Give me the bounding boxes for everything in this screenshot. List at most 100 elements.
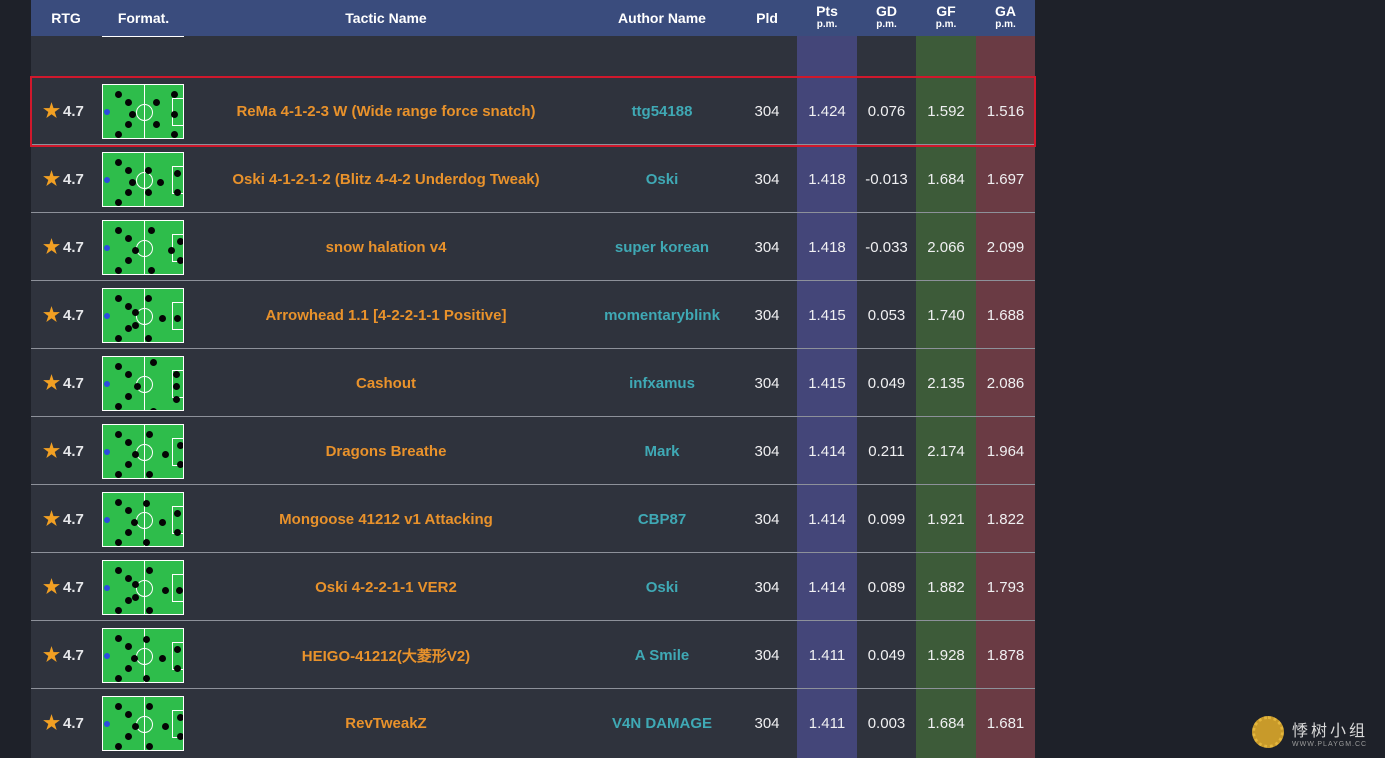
- player-dot: [124, 167, 132, 175]
- header-pts[interactable]: Pts p.m.: [797, 0, 857, 36]
- watermark-title: 悸树小组: [1292, 722, 1369, 740]
- pts-value: 1.418: [808, 238, 846, 256]
- table-row[interactable]: ★ 4.7 Dragons Breathe Mark 304 1.414 0.211 2.17…: [31, 416, 1035, 484]
- rating-cell: ★ 4.7: [43, 689, 91, 757]
- header-author-name[interactable]: Author Name: [618, 10, 706, 26]
- author-name-link[interactable]: A Smile: [634, 646, 690, 664]
- formation-diagram[interactable]: [102, 492, 184, 547]
- player-dot: [115, 335, 123, 342]
- player-dot: [132, 308, 140, 316]
- player-dot: [115, 199, 123, 206]
- header-ga[interactable]: GA p.m.: [976, 0, 1035, 36]
- goalkeeper-dot: [104, 449, 110, 455]
- author-name-link[interactable]: momentaryblink: [604, 306, 720, 324]
- header-format[interactable]: Format.: [117, 10, 170, 26]
- player-dot: [146, 430, 154, 438]
- gd-value: 0.049: [867, 374, 906, 392]
- formation-diagram[interactable]: [102, 220, 184, 275]
- table-row[interactable]: ★ 4.7 snow halation v4 super korean 304 1.418…: [31, 212, 1035, 280]
- player-dot: [115, 294, 123, 302]
- ga-value: 1.697: [986, 170, 1025, 188]
- tactic-name-link[interactable]: Oski 4-1-2-1-2 (Blitz 4-4-2 Underdog Twe…: [232, 170, 540, 188]
- player-dot: [171, 131, 179, 138]
- author-name-link[interactable]: Mark: [644, 442, 680, 460]
- table-row[interactable]: ★ 4.7 HEIGO-41212(大菱形V2) A Smile 304 1.411 0.0…: [31, 620, 1035, 688]
- pts-value: 1.418: [808, 170, 846, 188]
- player-dot: [130, 519, 138, 527]
- tactic-name-link[interactable]: snow halation v4: [325, 238, 447, 256]
- author-name-link[interactable]: CBP87: [637, 510, 687, 528]
- tactic-name-link[interactable]: HEIGO-41212(大菱形V2): [301, 647, 471, 665]
- player-dot: [115, 498, 123, 506]
- player-dot: [124, 325, 132, 333]
- author-name-link[interactable]: Oski: [645, 578, 679, 596]
- author-name-link[interactable]: infxamus: [629, 374, 695, 392]
- table-row[interactable]: ★ 4.7 Cashout infxamus 304 1.415 0.049 2.135 2.0…: [31, 348, 1035, 416]
- pts-value: 1.424: [808, 102, 846, 120]
- formation-diagram[interactable]: [102, 356, 184, 411]
- tactic-name-link[interactable]: Oski 4-2-2-1-1 VER2: [315, 578, 457, 596]
- author-name-link[interactable]: Oski: [645, 170, 679, 188]
- pts-value: 1.414: [808, 442, 846, 460]
- formation-diagram[interactable]: [102, 288, 184, 343]
- pld-value: 304: [754, 578, 780, 596]
- player-dot: [158, 655, 166, 663]
- header-pld[interactable]: Pld: [756, 10, 778, 26]
- tactic-name-link[interactable]: Dragons Breathe: [325, 442, 447, 460]
- tactic-name-link[interactable]: Arrowhead 1.1 [4-2-2-1-1 Positive]: [265, 306, 507, 324]
- player-dot: [115, 267, 123, 274]
- player-dot: [115, 430, 123, 438]
- table-row[interactable]: ★ 4.7 Mongoose 41212 v1 Attacking CBP87 304 1…: [31, 484, 1035, 552]
- rating-value: 4.7: [63, 442, 84, 460]
- player-dot: [115, 403, 123, 410]
- table-row[interactable]: ★ 4.7 Arrowhead 1.1 [4-2-2-1-1 Positive] mo…: [31, 280, 1035, 348]
- player-dot: [124, 189, 132, 197]
- formation-diagram[interactable]: [102, 560, 184, 615]
- rating-value: 4.7: [63, 714, 84, 732]
- header-gd[interactable]: GD p.m.: [857, 0, 916, 36]
- formation-diagram[interactable]: [102, 628, 184, 683]
- tactic-name-link[interactable]: ReMa 4-1-2-3 W (Wide range force snatch): [236, 102, 536, 120]
- ga-value: 2.086: [986, 374, 1025, 392]
- gf-value: 1.592: [927, 102, 965, 120]
- player-dot: [177, 441, 183, 449]
- goalkeeper-dot: [104, 177, 110, 183]
- player-dot: [172, 383, 180, 391]
- player-dot: [132, 580, 140, 588]
- formation-diagram[interactable]: [102, 84, 184, 139]
- formation-diagram[interactable]: [102, 696, 184, 751]
- player-dot: [115, 743, 123, 750]
- rating-value: 4.7: [63, 578, 84, 596]
- sun-logo-icon: [1252, 716, 1284, 748]
- author-name-link[interactable]: V4N DAMAGE: [611, 714, 712, 732]
- gf-value: 2.135: [927, 374, 965, 392]
- formation-diagram[interactable]: [102, 152, 184, 207]
- player-dot: [177, 461, 183, 469]
- tactic-name-link[interactable]: Mongoose 41212 v1 Attacking: [279, 510, 493, 528]
- header-tactic-name[interactable]: Tactic Name: [345, 10, 427, 26]
- player-dot: [143, 635, 151, 643]
- gf-value: 1.882: [927, 578, 965, 596]
- formation-diagram[interactable]: [102, 424, 184, 479]
- tactic-name-link[interactable]: Cashout: [356, 374, 416, 392]
- player-dot: [146, 471, 154, 478]
- author-name-link[interactable]: ttg54188: [631, 102, 693, 120]
- pitch-centre-circle: [136, 172, 153, 189]
- table-row[interactable]: ★ 4.7 RevTweakZ V4N DAMAGE 304 1.411 0.003 1.68…: [31, 688, 1035, 756]
- table-row[interactable]: ★ 4.7 Oski 4-2-2-1-1 VER2 Oski 304 1.414 0.089…: [31, 552, 1035, 620]
- pts-value: 1.411: [808, 646, 846, 664]
- header-gf-sub: p.m.: [935, 19, 957, 30]
- header-rtg[interactable]: RTG: [51, 10, 81, 26]
- gf-value: 1.740: [927, 306, 965, 324]
- pld-value: 304: [754, 374, 780, 392]
- player-dot: [144, 335, 152, 342]
- player-dot: [124, 507, 132, 515]
- rating-cell: ★ 4.7: [43, 553, 91, 621]
- tactic-name-link[interactable]: RevTweakZ: [345, 714, 427, 732]
- table-row[interactable]: ★ 4.7 Oski 4-1-2-1-2 (Blitz 4-4-2 Underdog…: [31, 144, 1035, 212]
- player-dot: [124, 99, 132, 107]
- table-row[interactable]: ★ 4.7 ReMa 4-1-2-3 W (Wide range force sna…: [31, 76, 1035, 144]
- header-gf[interactable]: GF p.m.: [916, 0, 976, 36]
- author-name-link[interactable]: super korean: [614, 238, 710, 256]
- player-dot: [171, 90, 179, 98]
